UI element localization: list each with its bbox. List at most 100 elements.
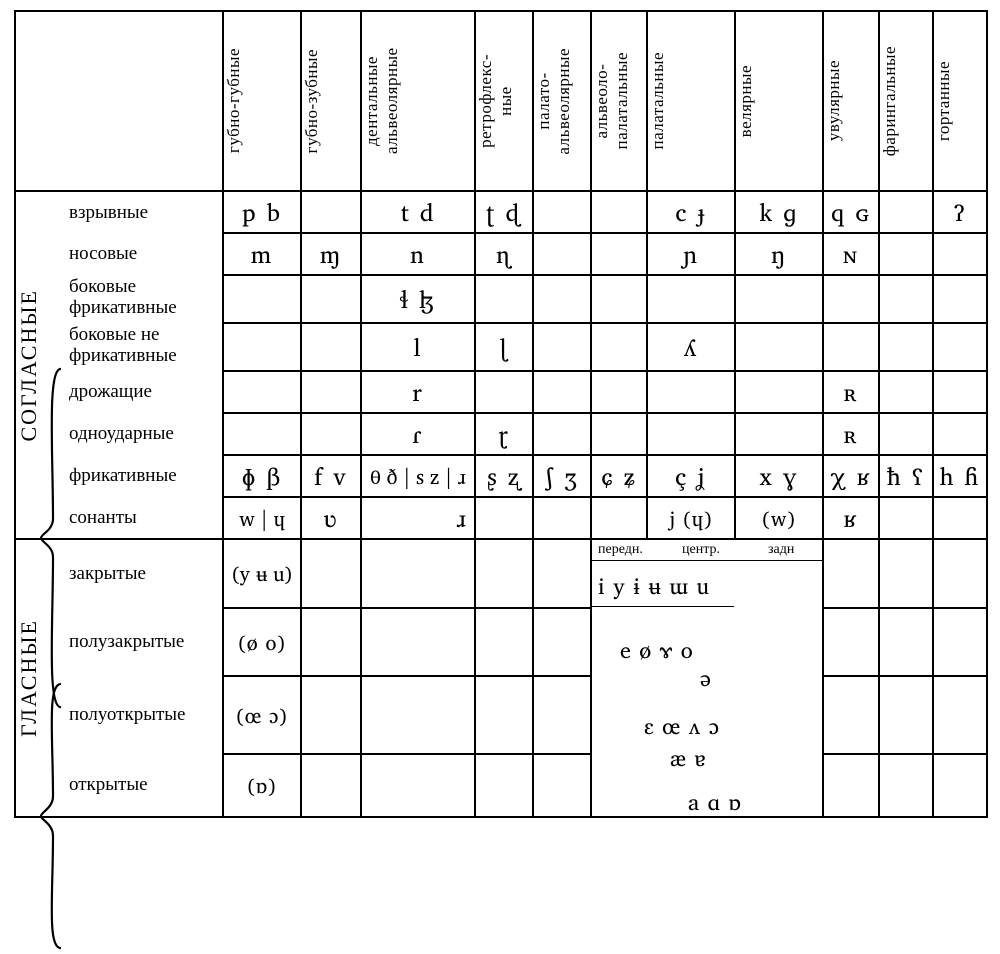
cell: [823, 539, 879, 608]
col-гортанные: гортанные: [933, 11, 987, 191]
cell: [223, 323, 301, 371]
cell: ħ ʕ: [879, 455, 933, 497]
cell: [301, 676, 361, 754]
row-дрожащие: дрожащие: [65, 371, 223, 413]
cell: [361, 676, 475, 754]
vowel-head-front: передн.: [598, 542, 643, 558]
cell: [879, 754, 933, 817]
cell: [933, 754, 987, 817]
cell: [879, 608, 933, 676]
cell: [879, 676, 933, 754]
cell: ʁ: [823, 497, 879, 539]
vowel-chart: передн. центр. задн i y ɨ ʉ ɯ u e ø ɤ o …: [591, 539, 823, 817]
vowel-side: (y ʉ u): [223, 539, 301, 608]
row-полуоткрытые: полуоткрытые: [65, 676, 223, 754]
cell: ʈ ɖ: [475, 191, 533, 233]
cell: ɭ: [475, 323, 533, 371]
col-ретрофлексные: ретрофлекс- ные: [475, 11, 533, 191]
cell: [223, 371, 301, 413]
cell: θ ð | s z | ɹ: [361, 455, 475, 497]
cell: [301, 323, 361, 371]
cell: [475, 275, 533, 323]
cell: [823, 323, 879, 371]
row-полузакрытые: полузакрытые: [65, 608, 223, 676]
ipa-table: губно-губные губно-зубные дентальные аль…: [14, 10, 988, 818]
cell: [647, 371, 735, 413]
cell: [735, 275, 823, 323]
cell: [533, 754, 591, 817]
cell: [933, 233, 987, 275]
cell: r: [361, 371, 475, 413]
cell: x ɣ: [735, 455, 823, 497]
col-фарингальные: фарингальные: [879, 11, 933, 191]
vowel-r3: ɛ œ ʌ ɔ: [644, 708, 720, 744]
cell: [823, 676, 879, 754]
cell: c ɟ: [647, 191, 735, 233]
brace-consonants: [39, 191, 65, 539]
cell: [647, 275, 735, 323]
cell: [533, 275, 591, 323]
vowel-r2b: ə: [700, 660, 712, 696]
vowel-r1: i y ɨ ʉ ɯ u: [598, 568, 710, 604]
cell: [735, 323, 823, 371]
cell: ç ʝ: [647, 455, 735, 497]
cell: t d: [361, 191, 475, 233]
cell: ɱ: [301, 233, 361, 275]
cell: [591, 413, 647, 455]
cell: [879, 539, 933, 608]
cell: [735, 413, 823, 455]
cell: [301, 754, 361, 817]
cell: h ɦ: [933, 455, 987, 497]
cell: [533, 608, 591, 676]
cell: [933, 371, 987, 413]
cell: ɸ β: [223, 455, 301, 497]
cell: [933, 608, 987, 676]
cell: ɕ ʑ: [591, 455, 647, 497]
cell: [533, 413, 591, 455]
col-губно-зубные: губно-зубные: [301, 11, 361, 191]
cell: [475, 539, 533, 608]
cell: [879, 497, 933, 539]
cell: [533, 371, 591, 413]
cell: χ ʁ: [823, 455, 879, 497]
row-взрывные: взрывные: [65, 191, 223, 233]
cell: [823, 608, 879, 676]
cell: ʀ: [823, 371, 879, 413]
cell: [361, 754, 475, 817]
cell: [735, 371, 823, 413]
vowel-r2: e ø ɤ o: [620, 632, 694, 668]
cell: [591, 497, 647, 539]
brace-vowels: [39, 539, 65, 817]
col-дентальные: дентальные альвеолярные: [361, 11, 475, 191]
row-одноударные: одноударные: [65, 413, 223, 455]
row-открытые: открытые: [65, 754, 223, 817]
cell: [591, 323, 647, 371]
cell: ʔ: [933, 191, 987, 233]
cell: [933, 497, 987, 539]
cell: q ɢ: [823, 191, 879, 233]
cell: [301, 275, 361, 323]
cell: [933, 539, 987, 608]
cell: ʃ ʒ: [533, 455, 591, 497]
cell: [879, 371, 933, 413]
cell: [647, 413, 735, 455]
cell: [933, 323, 987, 371]
cell: ʋ: [301, 497, 361, 539]
vowel-side: (ø o): [223, 608, 301, 676]
cell: (w): [735, 497, 823, 539]
col-палатальные: палатальные: [647, 11, 735, 191]
row-фрикативные: фрикативные: [65, 455, 223, 497]
cell: [591, 275, 647, 323]
col-велярные: велярные: [735, 11, 823, 191]
cell: [223, 275, 301, 323]
col-губно-губные: губно-губные: [223, 11, 301, 191]
row-закрытые: закрытые: [65, 539, 223, 608]
cell: [879, 275, 933, 323]
vowel-side: (œ ɔ): [223, 676, 301, 754]
cell: [475, 608, 533, 676]
cell: [301, 539, 361, 608]
cell: [533, 323, 591, 371]
cell: ɳ: [475, 233, 533, 275]
cell: [533, 497, 591, 539]
group-vowels-rail: ГЛАСНЫЕ: [15, 539, 39, 817]
